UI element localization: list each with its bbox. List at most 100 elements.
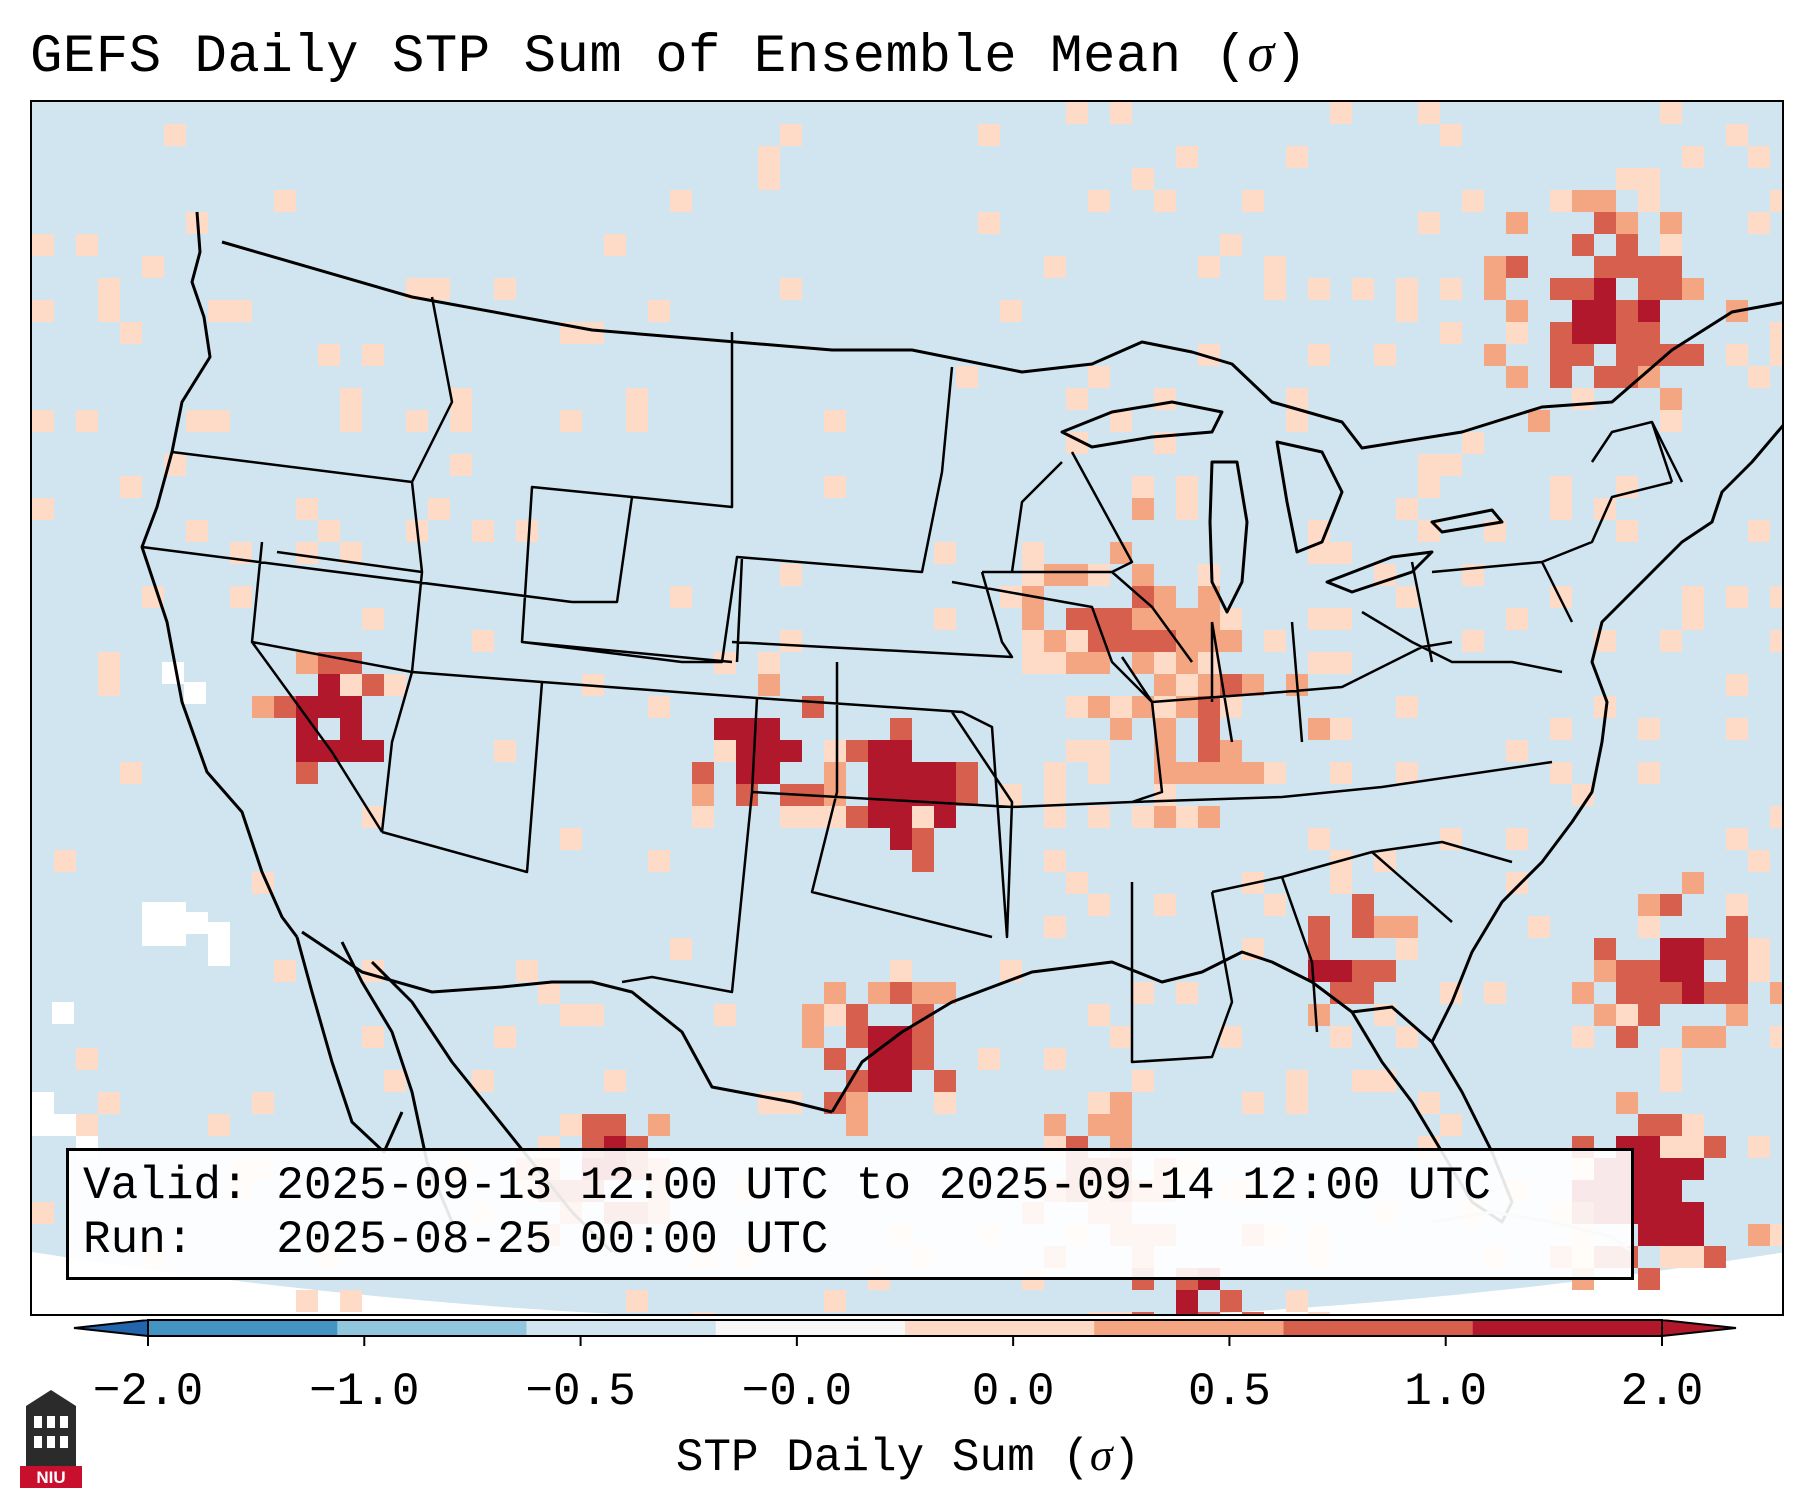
stp-cell [1660,212,1682,234]
stp-cell [1352,1070,1374,1092]
stp-cell [1770,982,1782,1004]
stp-cell [1308,916,1330,938]
stp-cell [1352,278,1374,300]
stp-cell [1000,784,1022,806]
stp-cell [1726,718,1748,740]
stp-cell [1550,498,1572,520]
colorbar-tick-label: 0.0 [971,1366,1055,1418]
stp-cell [1286,410,1308,432]
stp-cell [1330,608,1352,630]
stp-cell [868,784,890,806]
stp-cell [252,1092,274,1114]
stp-cell [362,344,384,366]
stp-cell [1066,630,1088,652]
stp-cell [362,608,384,630]
stp-cell [1044,630,1066,652]
colorbar-under-arrow [74,1320,148,1336]
stp-cell [824,1048,846,1070]
stp-cell [1638,1158,1660,1180]
stp-cell [1330,718,1352,740]
stp-cell [1044,256,1066,278]
stp-cell [1044,784,1066,806]
stp-cell [1418,102,1440,124]
colorbar-tick-marks [147,1336,1663,1346]
stp-cell [802,1004,824,1026]
stp-cell [758,674,780,696]
stp-cell [1220,762,1242,784]
stp-cell [450,410,472,432]
stp-cell [1682,960,1704,982]
stp-cell [670,586,692,608]
chart-title-text: GEFS Daily STP Sum of Ensemble Mean (σ) [30,23,1308,88]
stp-cell [934,784,956,806]
stp-cell [1198,608,1220,630]
stp-cell [1638,1268,1660,1290]
stp-cell [1572,784,1594,806]
stp-cell [1066,696,1088,718]
stp-cell [1594,938,1616,960]
stp-cell [384,674,406,696]
stp-cell [1506,256,1528,278]
stp-cell [890,718,912,740]
colorbar-label: STP Daily Sum (σ) [675,1429,1141,1484]
stp-cell [934,542,956,564]
stp-cell [1374,960,1396,982]
stp-cell [1594,190,1616,212]
stp-cell [1374,916,1396,938]
stp-cell [1748,146,1770,168]
stp-cell [1770,1224,1782,1246]
stp-cell [1550,366,1572,388]
stp-cell [1242,1312,1264,1314]
stp-cell [780,806,802,828]
stp-cell [1550,762,1572,784]
missing-data-cells [32,662,230,1158]
stp-cell [758,740,780,762]
stp-cell [1132,1312,1154,1314]
stp-cell [1132,982,1154,1004]
west-coast [140,211,299,938]
stp-cell [978,212,1000,234]
stp-cell [1154,674,1176,696]
stp-cell [780,740,802,762]
stp-cell [758,762,780,784]
stp-cell [1154,586,1176,608]
stp-cell [1660,278,1682,300]
stp-cell [846,806,868,828]
stp-cell [1726,982,1748,1004]
stp-cell [802,696,824,718]
stp-cell [1242,674,1264,696]
stp-cell [1594,1004,1616,1026]
stp-cell [1594,366,1616,388]
stp-cell [890,960,912,982]
stp-cell [670,190,692,212]
stp-cell [1022,630,1044,652]
stp-cell [1660,234,1682,256]
stp-cell [1330,102,1352,124]
stp-cell [340,652,362,674]
stp-cell [1154,388,1176,410]
stp-cell [208,410,230,432]
stp-cell [318,674,340,696]
stp-cell [1110,608,1132,630]
stp-cell [76,1048,98,1070]
stp-cell [1440,454,1462,476]
baja [295,936,404,1154]
stp-cell [1198,344,1220,366]
stp-cell [186,410,208,432]
stp-cell [978,124,1000,146]
stp-cell [1154,652,1176,674]
stp-cell [1110,410,1132,432]
stp-cell [1264,894,1286,916]
stp-cell [1176,608,1198,630]
missing-cell [162,662,184,684]
stp-cell [1748,850,1770,872]
stp-cell [1066,872,1088,894]
stp-cell [1660,1114,1682,1136]
stp-cell [1638,982,1660,1004]
stp-cell [890,828,912,850]
stp-cell [494,740,516,762]
stp-cell [1396,1026,1418,1048]
stp-cell [1396,498,1418,520]
stp-cell [1264,630,1286,652]
stp-cell [1638,718,1660,740]
